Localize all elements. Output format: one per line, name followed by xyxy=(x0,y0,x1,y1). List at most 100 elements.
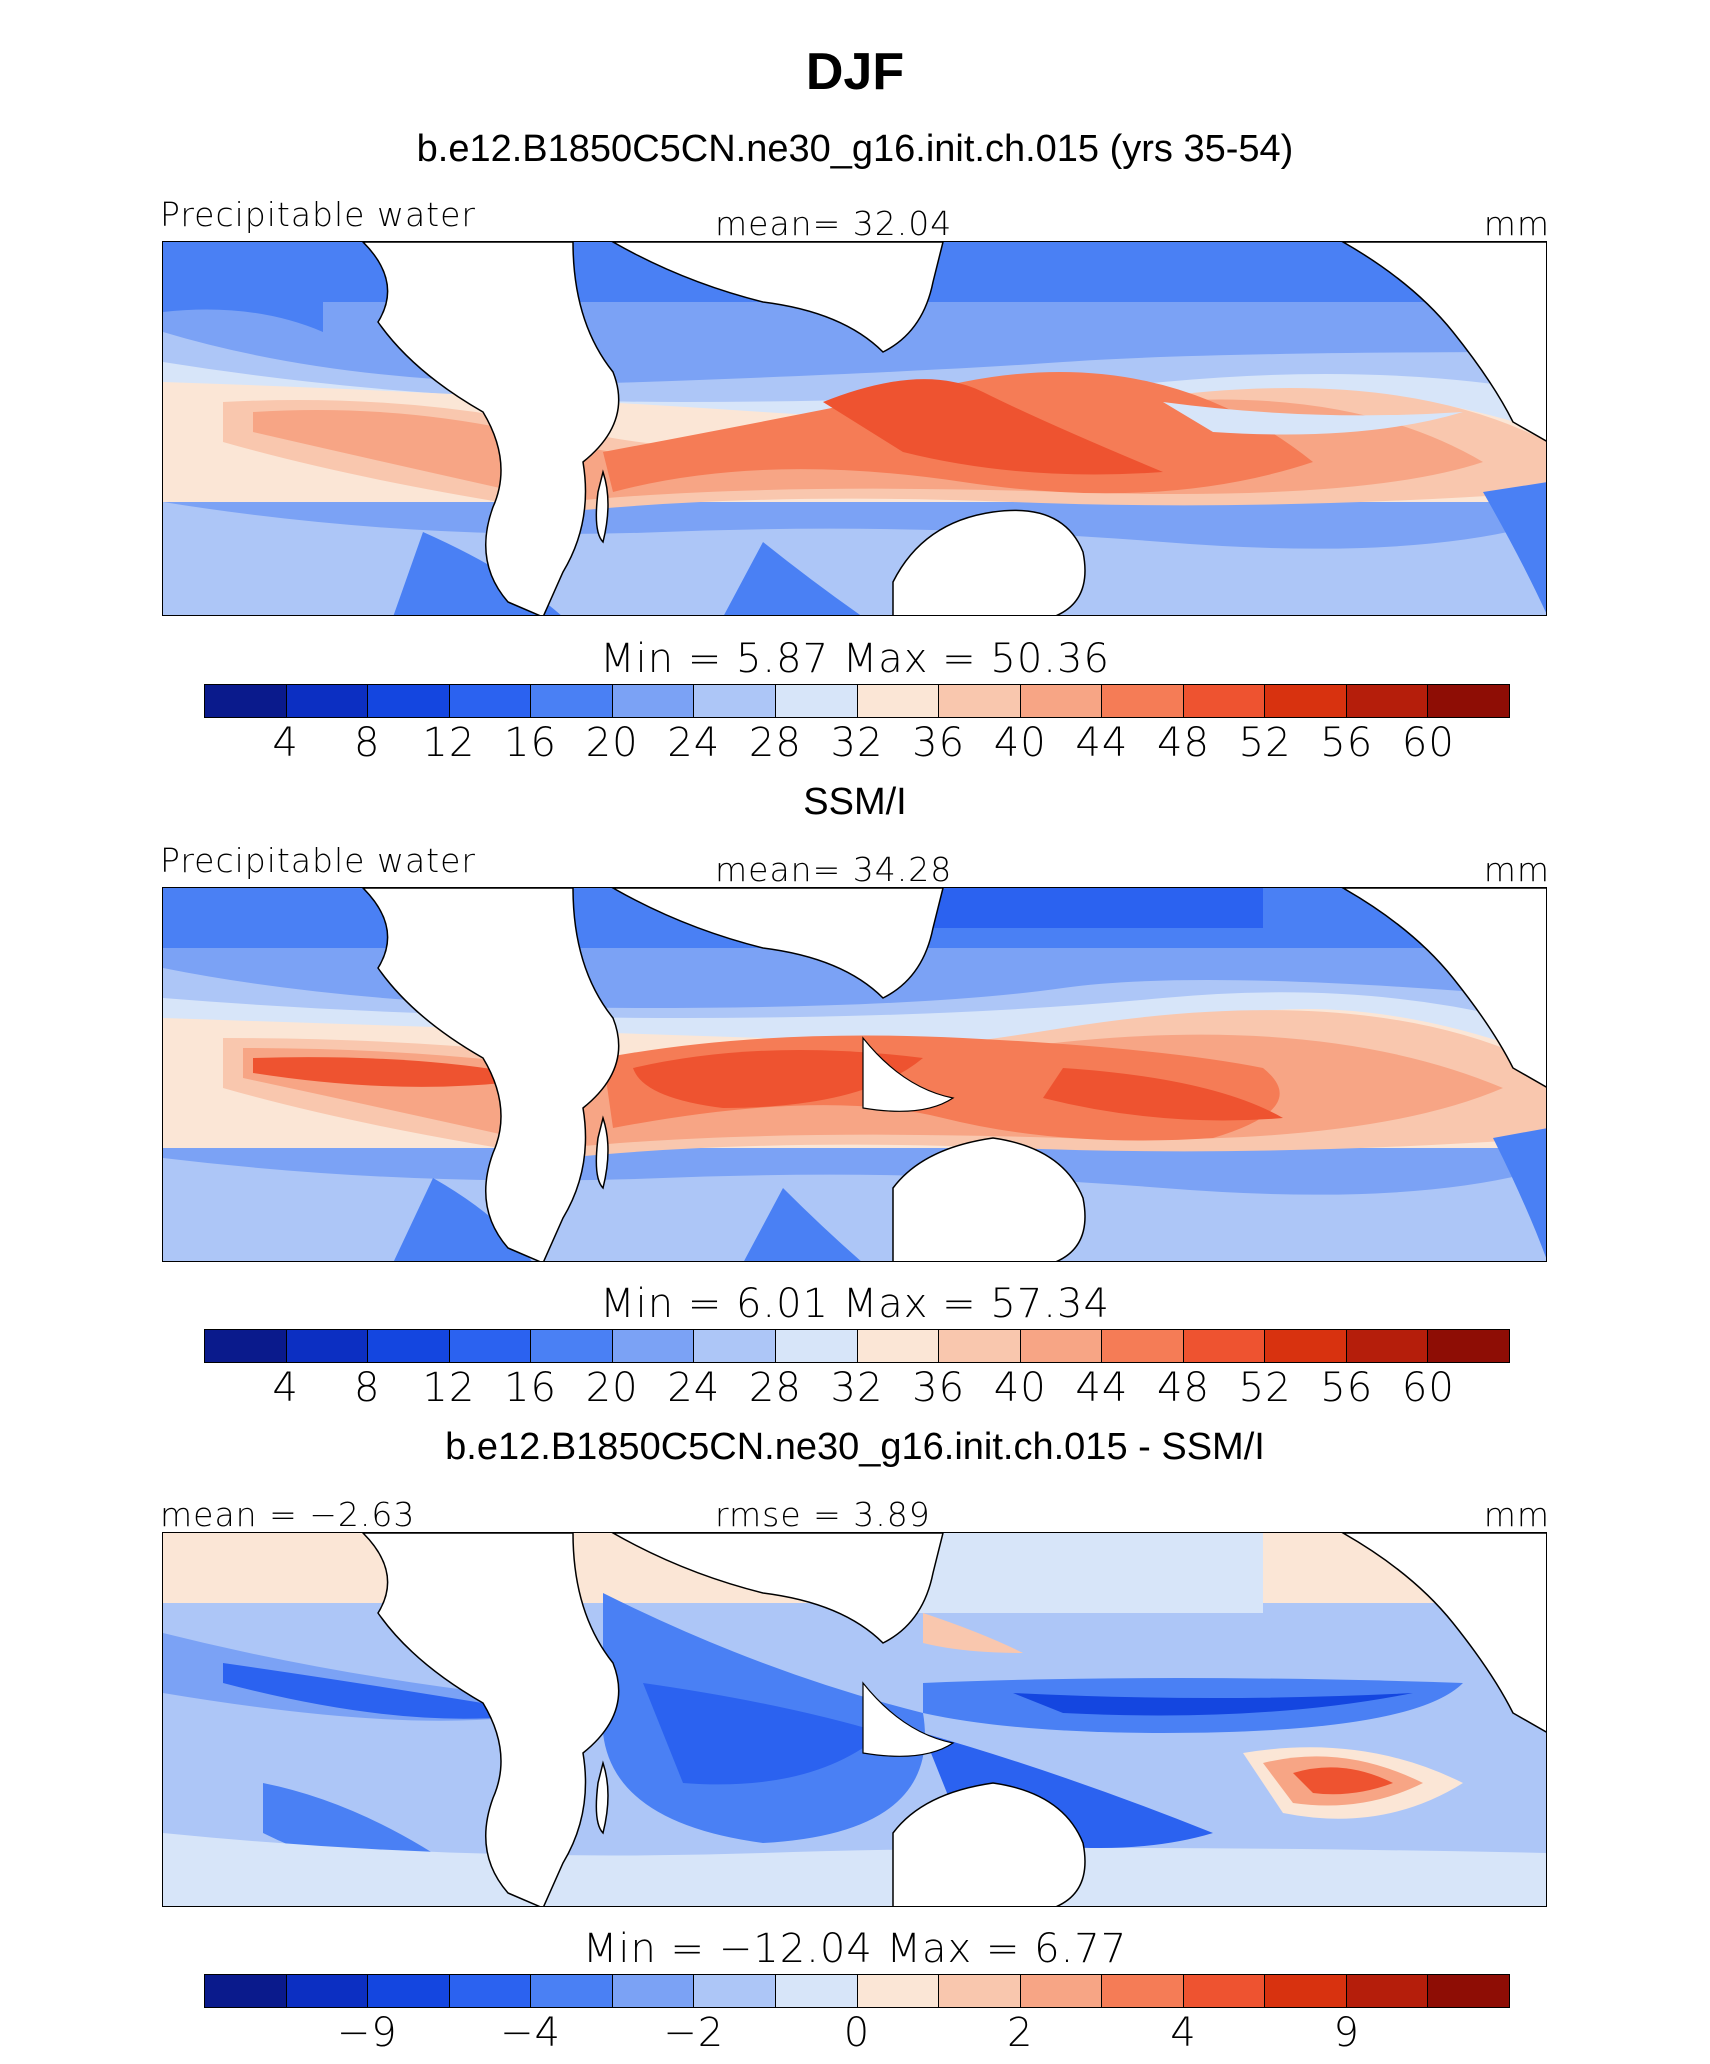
colorbar-tick-label: −9 xyxy=(336,2010,398,2056)
colorbar-swatch xyxy=(1265,1330,1347,1362)
colorbar-swatch xyxy=(1428,1975,1509,2007)
colorbar-swatch xyxy=(939,685,1021,717)
panel-1-colorbar xyxy=(204,684,1510,718)
colorbar-tick-label: 20 xyxy=(585,720,639,766)
colorbar-swatch xyxy=(1346,1975,1429,2007)
colorbar-swatch xyxy=(449,685,532,717)
figure-title: DJF xyxy=(805,43,905,101)
panel-3-units: mm xyxy=(1483,1495,1550,1534)
colorbar-swatch xyxy=(1020,1330,1103,1362)
colorbar-swatch xyxy=(939,1330,1021,1362)
colorbar-swatch xyxy=(368,685,450,717)
colorbar-swatch xyxy=(1428,685,1509,717)
colorbar-tick-label: 32 xyxy=(830,1365,884,1411)
panel-1-variable-label: Precipitable water xyxy=(160,195,476,234)
panel-1-mean-label: mean= 32.04 xyxy=(715,204,953,243)
colorbar-swatch xyxy=(1265,685,1347,717)
panel-1-map xyxy=(162,241,1547,616)
colorbar-swatch xyxy=(1346,685,1429,717)
colorbar-swatch xyxy=(1183,1975,1266,2007)
panel-3-map-svg xyxy=(163,1533,1546,1906)
colorbar-tick-label: 4 xyxy=(272,720,299,766)
colorbar-swatch xyxy=(449,1975,532,2007)
colorbar-swatch xyxy=(286,685,369,717)
colorbar-swatch xyxy=(694,1330,776,1362)
colorbar-swatch xyxy=(1183,685,1266,717)
colorbar-swatch xyxy=(775,685,858,717)
colorbar-tick-label: 24 xyxy=(667,720,721,766)
colorbar-tick-label: 4 xyxy=(272,1365,299,1411)
colorbar-swatch xyxy=(694,685,776,717)
colorbar-swatch xyxy=(775,1330,858,1362)
colorbar-swatch xyxy=(612,1330,695,1362)
colorbar-swatch xyxy=(775,1975,858,2007)
panel-2-colorbar xyxy=(204,1329,1510,1363)
colorbar-tick-label: 56 xyxy=(1320,1365,1374,1411)
panel-1-units: mm xyxy=(1483,204,1550,243)
colorbar-tick-label: 60 xyxy=(1401,1365,1455,1411)
colorbar-swatch xyxy=(368,1975,450,2007)
colorbar-swatch xyxy=(1102,685,1184,717)
panel-2-mean-label: mean= 34.28 xyxy=(715,850,953,889)
panel-2-title: SSM/I xyxy=(803,781,907,823)
colorbar-tick-label: 28 xyxy=(748,1365,802,1411)
colorbar-swatch xyxy=(368,1330,450,1362)
colorbar-swatch xyxy=(1428,1330,1509,1362)
colorbar-swatch xyxy=(205,1975,287,2007)
panel-2-map xyxy=(162,887,1547,1262)
colorbar-swatch xyxy=(1020,1975,1103,2007)
colorbar-tick-label: 8 xyxy=(354,720,381,766)
colorbar-swatch xyxy=(1102,1330,1184,1362)
colorbar-swatch xyxy=(205,685,287,717)
colorbar-tick-label: 36 xyxy=(912,1365,966,1411)
colorbar-tick-label: 40 xyxy=(993,720,1047,766)
colorbar-tick-label: 60 xyxy=(1401,720,1455,766)
colorbar-swatch xyxy=(286,1330,369,1362)
colorbar-tick-label: 12 xyxy=(422,720,476,766)
colorbar-tick-label: 2 xyxy=(1007,2010,1034,2056)
colorbar-tick-label: 20 xyxy=(585,1365,639,1411)
colorbar-tick-label: 4 xyxy=(1170,2010,1197,2056)
panel-3-map xyxy=(162,1532,1547,1907)
colorbar-tick-label: 52 xyxy=(1238,720,1292,766)
colorbar-tick-label: 32 xyxy=(830,720,884,766)
colorbar-swatch xyxy=(857,1330,940,1362)
panel-2-units: mm xyxy=(1483,850,1550,889)
colorbar-tick-label: 16 xyxy=(504,1365,557,1411)
colorbar-swatch xyxy=(612,685,695,717)
colorbar-tick-label: 52 xyxy=(1238,1365,1292,1411)
colorbar-tick-label: 8 xyxy=(354,1365,381,1411)
colorbar-tick-label: −2 xyxy=(663,2010,725,2056)
colorbar-swatch xyxy=(205,1330,287,1362)
panel-2-minmax: Min = 6.01 Max = 57.34 xyxy=(600,1281,1110,1327)
colorbar-tick-label: 28 xyxy=(748,720,802,766)
panel-1-title: b.e12.B1850C5CN.ne30_g16.init.ch.015 (yr… xyxy=(416,128,1294,170)
colorbar-swatch xyxy=(1020,685,1103,717)
panel-3-rmse-label: rmse = 3.89 xyxy=(715,1495,931,1534)
colorbar-tick-label: 24 xyxy=(667,1365,721,1411)
colorbar-tick-label: 48 xyxy=(1157,720,1210,766)
colorbar-tick-label: −4 xyxy=(500,2010,561,2056)
panel-3-colorbar xyxy=(204,1974,1510,2008)
colorbar-tick-label: 40 xyxy=(993,1365,1047,1411)
colorbar-tick-label: 44 xyxy=(1075,720,1129,766)
colorbar-swatch xyxy=(939,1975,1021,2007)
panel-3-minmax: Min = −12.04 Max = 6.77 xyxy=(582,1926,1128,1972)
colorbar-swatch xyxy=(694,1975,776,2007)
colorbar-swatch xyxy=(857,1975,940,2007)
colorbar-swatch xyxy=(1346,1330,1429,1362)
colorbar-tick-label: 12 xyxy=(422,1365,476,1411)
panel-1-map-svg xyxy=(163,242,1546,615)
colorbar-swatch xyxy=(531,685,613,717)
colorbar-tick-label: 44 xyxy=(1075,1365,1129,1411)
colorbar-swatch xyxy=(612,1975,695,2007)
colorbar-swatch xyxy=(531,1330,613,1362)
colorbar-swatch xyxy=(1183,1330,1266,1362)
panel-3-title: b.e12.B1850C5CN.ne30_g16.init.ch.015 - S… xyxy=(445,1426,1265,1468)
panel-1-minmax: Min = 5.87 Max = 50.36 xyxy=(600,636,1110,682)
colorbar-swatch xyxy=(449,1330,532,1362)
panel-2-variable-label: Precipitable water xyxy=(160,841,476,880)
colorbar-swatch xyxy=(1102,1975,1184,2007)
colorbar-swatch xyxy=(1265,1975,1347,2007)
colorbar-tick-label: 9 xyxy=(1333,2010,1360,2056)
